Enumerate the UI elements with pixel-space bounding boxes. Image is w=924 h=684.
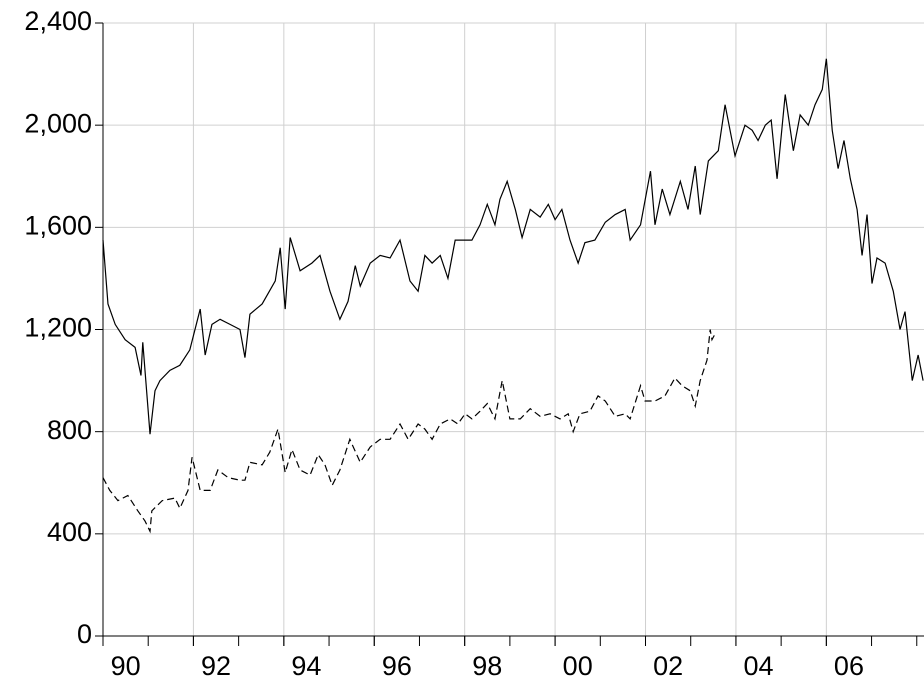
x-tick-label: 00: [563, 651, 593, 681]
y-tick-label: 1,600: [24, 210, 92, 240]
x-tick-label: 92: [201, 651, 231, 681]
x-tick-label: 04: [744, 651, 774, 681]
x-tick-label: 96: [382, 651, 412, 681]
x-tick-label: 06: [834, 651, 864, 681]
y-tick-label: 800: [47, 415, 92, 445]
line-series: [102, 329, 717, 534]
y-tick-label: 0: [77, 619, 92, 649]
y-tick-label: 2,000: [24, 108, 92, 138]
x-tick-label: 90: [111, 651, 141, 681]
y-tick-label: 1,200: [24, 313, 92, 343]
y-tick-label: 400: [47, 517, 92, 547]
y-tick-label: 2,400: [24, 6, 92, 36]
x-tick-label: 94: [291, 651, 321, 681]
line-series: [102, 58, 924, 435]
x-tick-label: 98: [472, 651, 502, 681]
x-tick-label: 02: [653, 651, 683, 681]
